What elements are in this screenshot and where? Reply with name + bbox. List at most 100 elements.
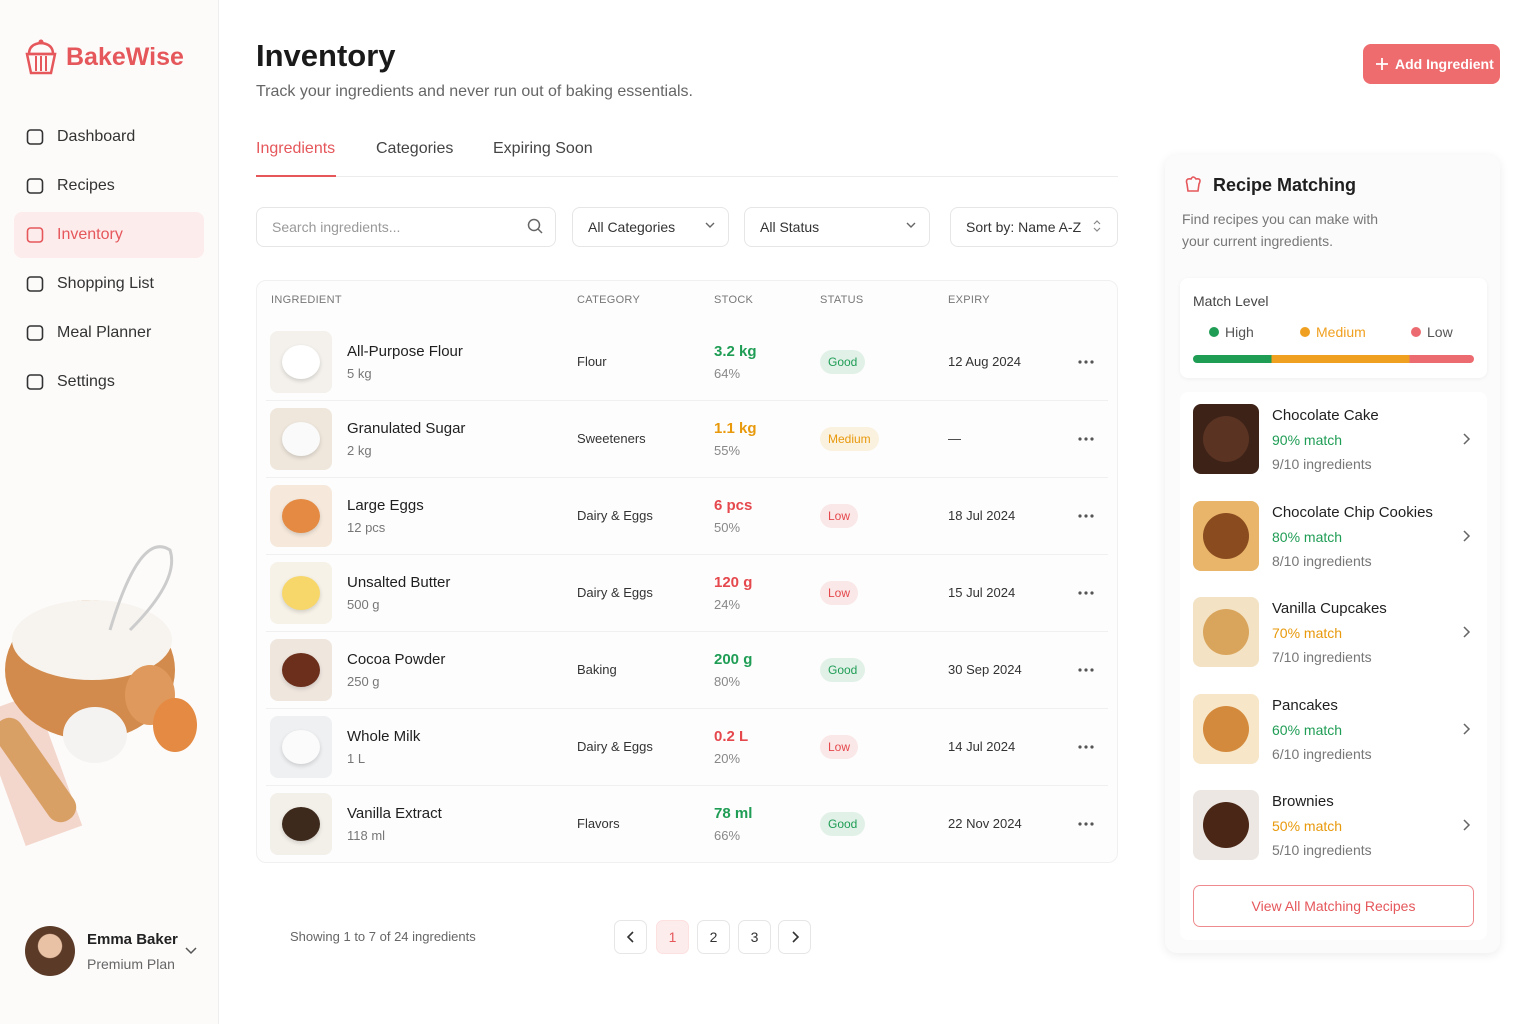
panel-description: Find recipes you can make with your curr…: [1182, 211, 1379, 249]
stock-amount: 120 g: [714, 574, 753, 591]
search-input-text: Search ingredients...: [272, 219, 401, 235]
nav-item[interactable]: Meal Planner: [57, 324, 152, 341]
ingredient-thumbnail: [270, 716, 332, 778]
row-menu[interactable]: [1078, 359, 1094, 365]
recipe-name[interactable]: Chocolate Cake: [1272, 407, 1379, 424]
tab[interactable]: Expiring Soon: [493, 140, 593, 157]
row-divider: [266, 400, 1108, 401]
brand-name: BakeWise: [66, 43, 184, 71]
panel-title: Recipe Matching: [1213, 175, 1357, 195]
search-icon: [527, 218, 543, 234]
recipe-chevron[interactable]: [1462, 529, 1472, 542]
match-level-title: Match Level: [1193, 293, 1269, 309]
stock-amount: 1.1 kg: [714, 420, 757, 437]
recipe-ingredients: 9/10 ingredients: [1272, 456, 1372, 472]
recipe-image[interactable]: [1193, 693, 1259, 764]
add-icon: [1376, 58, 1388, 70]
ingredient-name: Granulated Sugar: [347, 420, 466, 437]
status-filter[interactable]: [744, 207, 930, 247]
expiry-date: 30 Sep 2024: [948, 662, 1022, 677]
main-divider: [256, 176, 1118, 177]
view-all-button[interactable]: View All Matching Recipes: [1193, 885, 1474, 927]
nav-icon[interactable]: [26, 177, 44, 195]
search-input[interactable]: [256, 207, 556, 247]
stock-amount: 78 ml: [714, 805, 753, 822]
recipe-name[interactable]: Chocolate Chip Cookies: [1272, 503, 1433, 521]
ingredient-name: All-Purpose Flour: [347, 343, 463, 360]
recipe-ingredients: 6/10 ingredients: [1272, 745, 1372, 762]
row-menu[interactable]: [1078, 590, 1094, 596]
recipe-name[interactable]: Vanilla Cupcakes: [1272, 600, 1387, 617]
status-badge: Low: [820, 735, 859, 759]
row-menu[interactable]: [1078, 667, 1094, 673]
column-header: EXPIRY: [948, 294, 990, 306]
nav-icon[interactable]: [26, 373, 44, 391]
row-menu[interactable]: [1078, 436, 1094, 442]
nav-item[interactable]: Dashboard: [57, 128, 136, 145]
ingredient-category: Dairy & Eggs: [577, 585, 653, 600]
column-header: CATEGORY: [577, 294, 641, 306]
user-chevron[interactable]: [185, 946, 197, 956]
row-menu[interactable]: [1078, 513, 1094, 519]
ingredient-thumbnail: [270, 639, 332, 701]
recipe-match: 80% match: [1272, 528, 1343, 545]
stock-amount: 3.2 kg: [714, 343, 757, 360]
nav-icon[interactable]: [26, 275, 44, 293]
recipe-chevron[interactable]: [1462, 433, 1472, 445]
nav-icon[interactable]: [26, 324, 44, 342]
stock-percent: 24%: [714, 597, 741, 612]
recipe-image[interactable]: [1193, 500, 1259, 571]
tab[interactable]: Ingredients: [256, 140, 336, 157]
stock-percent: 50%: [714, 520, 741, 535]
nav-item[interactable]: Inventory: [57, 226, 123, 243]
level-label: Low: [1427, 324, 1453, 340]
page-button[interactable]: 2: [697, 920, 730, 954]
stock-percent: 64%: [714, 366, 741, 381]
sort-select[interactable]: [950, 207, 1118, 247]
recipe-ingredients: 7/10 ingredients: [1272, 649, 1372, 665]
ingredient-size: 12 pcs: [347, 520, 386, 535]
page-button[interactable]: 3: [738, 920, 771, 954]
ingredient-size: 5 kg: [347, 366, 372, 381]
prev-page[interactable]: [614, 920, 647, 954]
nav-item[interactable]: Shopping List: [57, 275, 154, 292]
page-button[interactable]: 1: [656, 920, 689, 954]
ingredient-name: Cocoa Powder: [347, 651, 446, 668]
row-divider: [266, 477, 1108, 478]
ingredient-name: Large Eggs: [347, 497, 424, 514]
next-page[interactable]: [778, 920, 811, 954]
recipe-name[interactable]: Brownies: [1272, 793, 1334, 810]
ingredient-thumbnail: [270, 485, 332, 547]
expiry-date: 12 Aug 2024: [948, 354, 1022, 369]
recipe-name[interactable]: Pancakes: [1272, 696, 1338, 714]
nav-item[interactable]: Recipes: [57, 177, 115, 194]
row-menu[interactable]: [1078, 821, 1094, 827]
tab[interactable]: Categories: [376, 140, 454, 157]
recipe-chevron[interactable]: [1462, 722, 1472, 735]
recipe-image[interactable]: [1193, 790, 1259, 860]
stock-amount: 0.2 L: [714, 728, 749, 745]
ingredient-size: 250 g: [347, 674, 380, 689]
ingredient-category: Dairy & Eggs: [577, 508, 653, 523]
tab-underline: [256, 175, 336, 177]
level-dot: [1411, 327, 1421, 337]
thumbnail-item: [282, 345, 320, 379]
status-badge: Good: [820, 812, 866, 836]
nav-icon[interactable]: [26, 226, 44, 244]
recipe-image[interactable]: [1193, 404, 1259, 474]
recipe-ingredients: 5/10 ingredients: [1272, 842, 1372, 858]
recipe-image[interactable]: [1193, 597, 1259, 667]
row-divider: [266, 708, 1108, 709]
recipe-chevron[interactable]: [1462, 626, 1472, 638]
recipe-match: 70% match: [1272, 625, 1343, 641]
thumbnail-item: [282, 730, 320, 764]
expiry-date: 18 Jul 2024: [948, 508, 1016, 523]
nav-item[interactable]: Settings: [57, 373, 115, 390]
category-filter[interactable]: [572, 207, 729, 247]
row-menu[interactable]: [1078, 744, 1094, 750]
page-title: Inventory: [256, 38, 396, 73]
nav-icon[interactable]: [26, 128, 44, 146]
recipe-match: 90% match: [1272, 432, 1343, 448]
recipe-chevron[interactable]: [1462, 819, 1472, 831]
avatar[interactable]: [25, 926, 75, 976]
